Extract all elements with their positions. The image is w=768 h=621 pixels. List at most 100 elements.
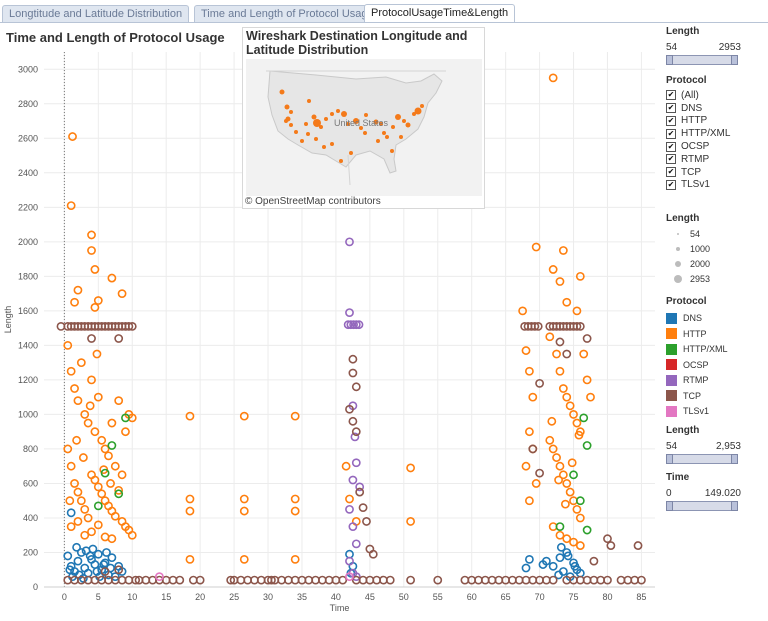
map-location-dot[interactable]	[412, 112, 416, 116]
data-point[interactable]	[558, 384, 568, 393]
data-point[interactable]	[433, 575, 443, 585]
data-point[interactable]	[93, 296, 103, 305]
checkbox[interactable]: ✔	[666, 115, 676, 126]
data-point[interactable]	[345, 504, 354, 514]
map-location-dot[interactable]	[390, 149, 394, 153]
data-point[interactable]	[552, 453, 561, 462]
data-point[interactable]	[572, 418, 582, 428]
protocol-filter-item[interactable]: ✔ (All)	[666, 89, 766, 102]
data-point[interactable]	[63, 340, 73, 350]
data-point[interactable]	[175, 575, 185, 585]
data-point[interactable]	[92, 349, 102, 359]
data-point[interactable]	[525, 496, 534, 506]
data-point[interactable]	[107, 418, 117, 428]
data-point[interactable]	[560, 499, 570, 509]
data-point[interactable]	[582, 375, 592, 385]
length-slider-max-handle[interactable]	[731, 55, 738, 65]
data-point[interactable]	[78, 573, 88, 583]
data-point[interactable]	[345, 237, 354, 247]
map-location-dot[interactable]	[336, 109, 340, 113]
data-point[interactable]	[603, 534, 612, 544]
data-point[interactable]	[114, 334, 124, 343]
data-point[interactable]	[70, 297, 79, 307]
data-point[interactable]	[589, 556, 599, 566]
data-point[interactable]	[90, 475, 100, 485]
map-location-dot[interactable]	[324, 117, 328, 121]
data-point[interactable]	[348, 368, 358, 378]
data-point[interactable]	[558, 246, 568, 255]
data-point[interactable]	[195, 575, 205, 585]
data-point[interactable]	[351, 382, 361, 392]
data-point[interactable]	[87, 246, 96, 255]
data-point[interactable]	[127, 322, 137, 331]
data-point[interactable]	[114, 396, 124, 406]
data-point[interactable]	[348, 522, 358, 531]
data-point[interactable]	[582, 441, 592, 450]
data-point[interactable]	[385, 575, 395, 585]
map-location-dot[interactable]	[322, 145, 326, 149]
map-panel[interactable]: Wireshark Destination Longitude and Lati…	[242, 27, 485, 209]
length-slider-min-handle[interactable]	[666, 55, 673, 65]
time-range-max-handle[interactable]	[731, 500, 738, 511]
protocol-filter-item[interactable]: ✔ TLSv1	[666, 179, 766, 192]
data-point[interactable]	[70, 479, 79, 488]
map-location-dot[interactable]	[414, 107, 422, 115]
data-point[interactable]	[555, 530, 565, 540]
data-point[interactable]	[267, 575, 276, 585]
data-point[interactable]	[351, 320, 361, 330]
data-point[interactable]	[131, 575, 141, 585]
data-point[interactable]	[70, 384, 79, 393]
data-point[interactable]	[93, 501, 103, 511]
tab-time-length[interactable]: Time and Length of Protocol Usage	[194, 5, 381, 22]
data-point[interactable]	[348, 354, 358, 364]
data-point[interactable]	[80, 410, 90, 419]
data-point[interactable]	[121, 427, 130, 437]
data-point[interactable]	[552, 349, 561, 359]
data-point[interactable]	[110, 461, 120, 471]
data-point[interactable]	[582, 525, 592, 535]
data-point[interactable]	[562, 534, 572, 544]
data-point[interactable]	[548, 265, 558, 274]
data-point[interactable]	[518, 306, 528, 316]
data-point[interactable]	[239, 506, 249, 516]
map-location-dot[interactable]	[363, 131, 367, 135]
data-point[interactable]	[73, 487, 83, 497]
checkbox[interactable]: ✔	[666, 141, 676, 152]
data-point[interactable]	[554, 475, 563, 485]
data-point[interactable]	[562, 479, 572, 488]
data-point[interactable]	[556, 542, 566, 552]
map-location-dot[interactable]	[382, 131, 386, 135]
data-point[interactable]	[406, 517, 415, 526]
data-point[interactable]	[93, 520, 103, 530]
data-point[interactable]	[575, 322, 585, 331]
data-point[interactable]	[114, 565, 124, 575]
data-point[interactable]	[554, 570, 563, 580]
data-point[interactable]	[127, 530, 137, 540]
data-point[interactable]	[346, 320, 356, 330]
data-point[interactable]	[239, 411, 249, 421]
map-location-dot[interactable]	[405, 122, 411, 128]
data-point[interactable]	[90, 303, 100, 312]
data-point[interactable]	[107, 273, 117, 283]
map-location-dot[interactable]	[304, 122, 308, 126]
protocol-filter-item[interactable]: ✔ RTMP	[666, 153, 766, 166]
map-location-dot[interactable]	[284, 119, 288, 123]
data-point[interactable]	[93, 482, 103, 492]
map-location-dot[interactable]	[339, 159, 343, 163]
data-point[interactable]	[73, 517, 83, 526]
map-location-dot[interactable]	[385, 135, 389, 139]
data-point[interactable]	[521, 346, 531, 355]
tab-longitude-latitude[interactable]: Longtitude and Latitude Distribution	[2, 5, 190, 22]
map-location-dot[interactable]	[294, 130, 298, 134]
data-point[interactable]	[185, 411, 195, 421]
map-location-dot[interactable]	[314, 137, 318, 141]
data-point[interactable]	[107, 534, 117, 544]
data-point[interactable]	[348, 475, 358, 485]
data-point[interactable]	[87, 230, 96, 240]
checkbox[interactable]: ✔	[666, 154, 676, 165]
data-point[interactable]	[93, 392, 103, 402]
data-point[interactable]	[555, 553, 565, 563]
data-point[interactable]	[110, 572, 120, 582]
data-point[interactable]	[107, 553, 117, 563]
data-point[interactable]	[548, 73, 558, 83]
